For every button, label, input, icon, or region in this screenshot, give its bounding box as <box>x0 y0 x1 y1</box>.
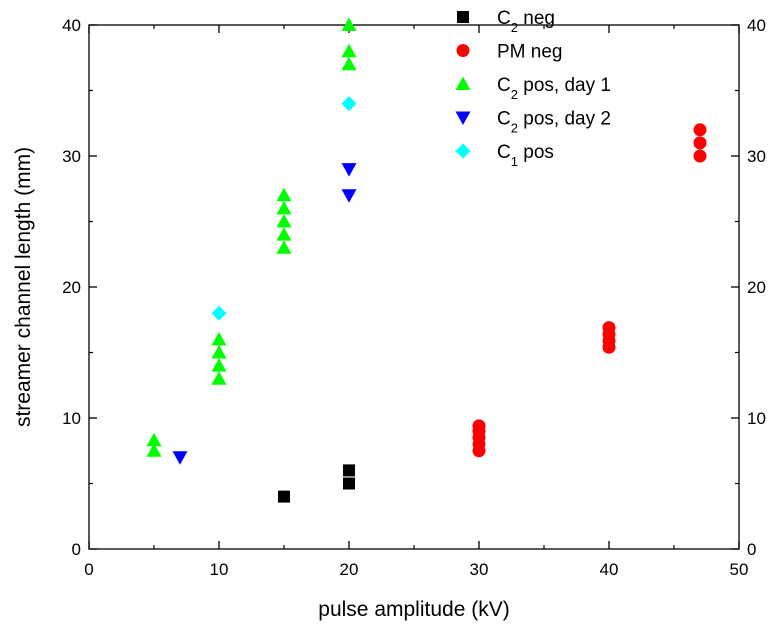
y-tick-label: 40 <box>62 16 81 35</box>
legend-item: C2 neg <box>457 8 555 35</box>
data-point <box>343 464 355 477</box>
y-tick-label-right: 10 <box>747 409 766 428</box>
y-tick-label-right: 20 <box>747 278 766 297</box>
y-tick-label-right: 40 <box>747 16 766 35</box>
x-tick-label: 40 <box>600 560 619 579</box>
data-point <box>211 358 227 372</box>
series-0 <box>278 464 355 503</box>
y-axis-title: streamer channel length (mm) <box>12 147 35 427</box>
legend-item: C2 pos, day 1 <box>455 75 611 102</box>
data-point <box>693 123 707 137</box>
y-tick-label: 30 <box>62 147 81 166</box>
x-tick-label: 10 <box>210 560 229 579</box>
data-point <box>146 443 162 457</box>
legend: C2 neg PM neg C2 pos, day 1 C2 pos, day 2 C1… <box>455 8 611 169</box>
data-point <box>472 419 486 433</box>
legend-label: C2 pos, day 1 <box>497 75 611 102</box>
legend-marker <box>455 76 471 90</box>
legend-label: C2 neg <box>497 8 555 35</box>
data-point <box>276 240 292 254</box>
data-point <box>341 189 357 203</box>
legend-label: C1 pos <box>497 142 554 169</box>
data-point <box>341 43 357 58</box>
y-tick-label-right: 0 <box>747 540 756 559</box>
x-tick-label: 0 <box>84 560 93 579</box>
axis-ticks <box>88 24 740 550</box>
data-point <box>341 56 357 71</box>
data-point <box>278 490 290 503</box>
data-point <box>276 214 292 228</box>
legend-marker <box>455 111 471 125</box>
legend-marker <box>456 44 470 57</box>
legend-marker <box>455 143 471 159</box>
legend-label: PM neg <box>497 42 562 63</box>
data-point <box>693 149 707 163</box>
y-tick-label: 10 <box>62 409 81 428</box>
data-points <box>146 17 707 503</box>
legend-item: C1 pos <box>455 142 554 169</box>
x-axis-title: pulse amplitude (kV) <box>318 598 509 621</box>
data-point <box>602 321 616 335</box>
data-point <box>276 227 292 241</box>
data-point <box>276 200 292 215</box>
data-point <box>343 477 355 490</box>
legend-item: PM neg <box>456 42 562 63</box>
plot-frame <box>88 24 740 550</box>
data-point <box>693 136 707 150</box>
data-point <box>276 187 292 202</box>
y-tick-label: 0 <box>72 540 81 559</box>
series-2 <box>146 17 357 457</box>
data-point <box>211 371 227 385</box>
data-point <box>172 451 188 465</box>
data-point <box>211 331 227 346</box>
data-point <box>341 17 357 31</box>
y-tick-label-right: 30 <box>747 147 766 166</box>
series-3 <box>172 163 357 465</box>
data-point <box>211 305 227 321</box>
x-tick-label: 20 <box>340 560 359 579</box>
series-4 <box>211 96 357 321</box>
legend-item: C2 pos, day 2 <box>455 109 611 136</box>
legend-label: C2 pos, day 2 <box>497 109 611 136</box>
x-tick-label: 30 <box>470 560 489 579</box>
x-tick-label: 50 <box>730 560 749 579</box>
series-1 <box>472 123 707 458</box>
data-point <box>341 96 357 112</box>
y-tick-label: 20 <box>62 278 81 297</box>
data-point <box>146 432 162 447</box>
data-point <box>211 345 227 359</box>
data-point <box>341 163 357 177</box>
legend-marker <box>457 11 469 23</box>
